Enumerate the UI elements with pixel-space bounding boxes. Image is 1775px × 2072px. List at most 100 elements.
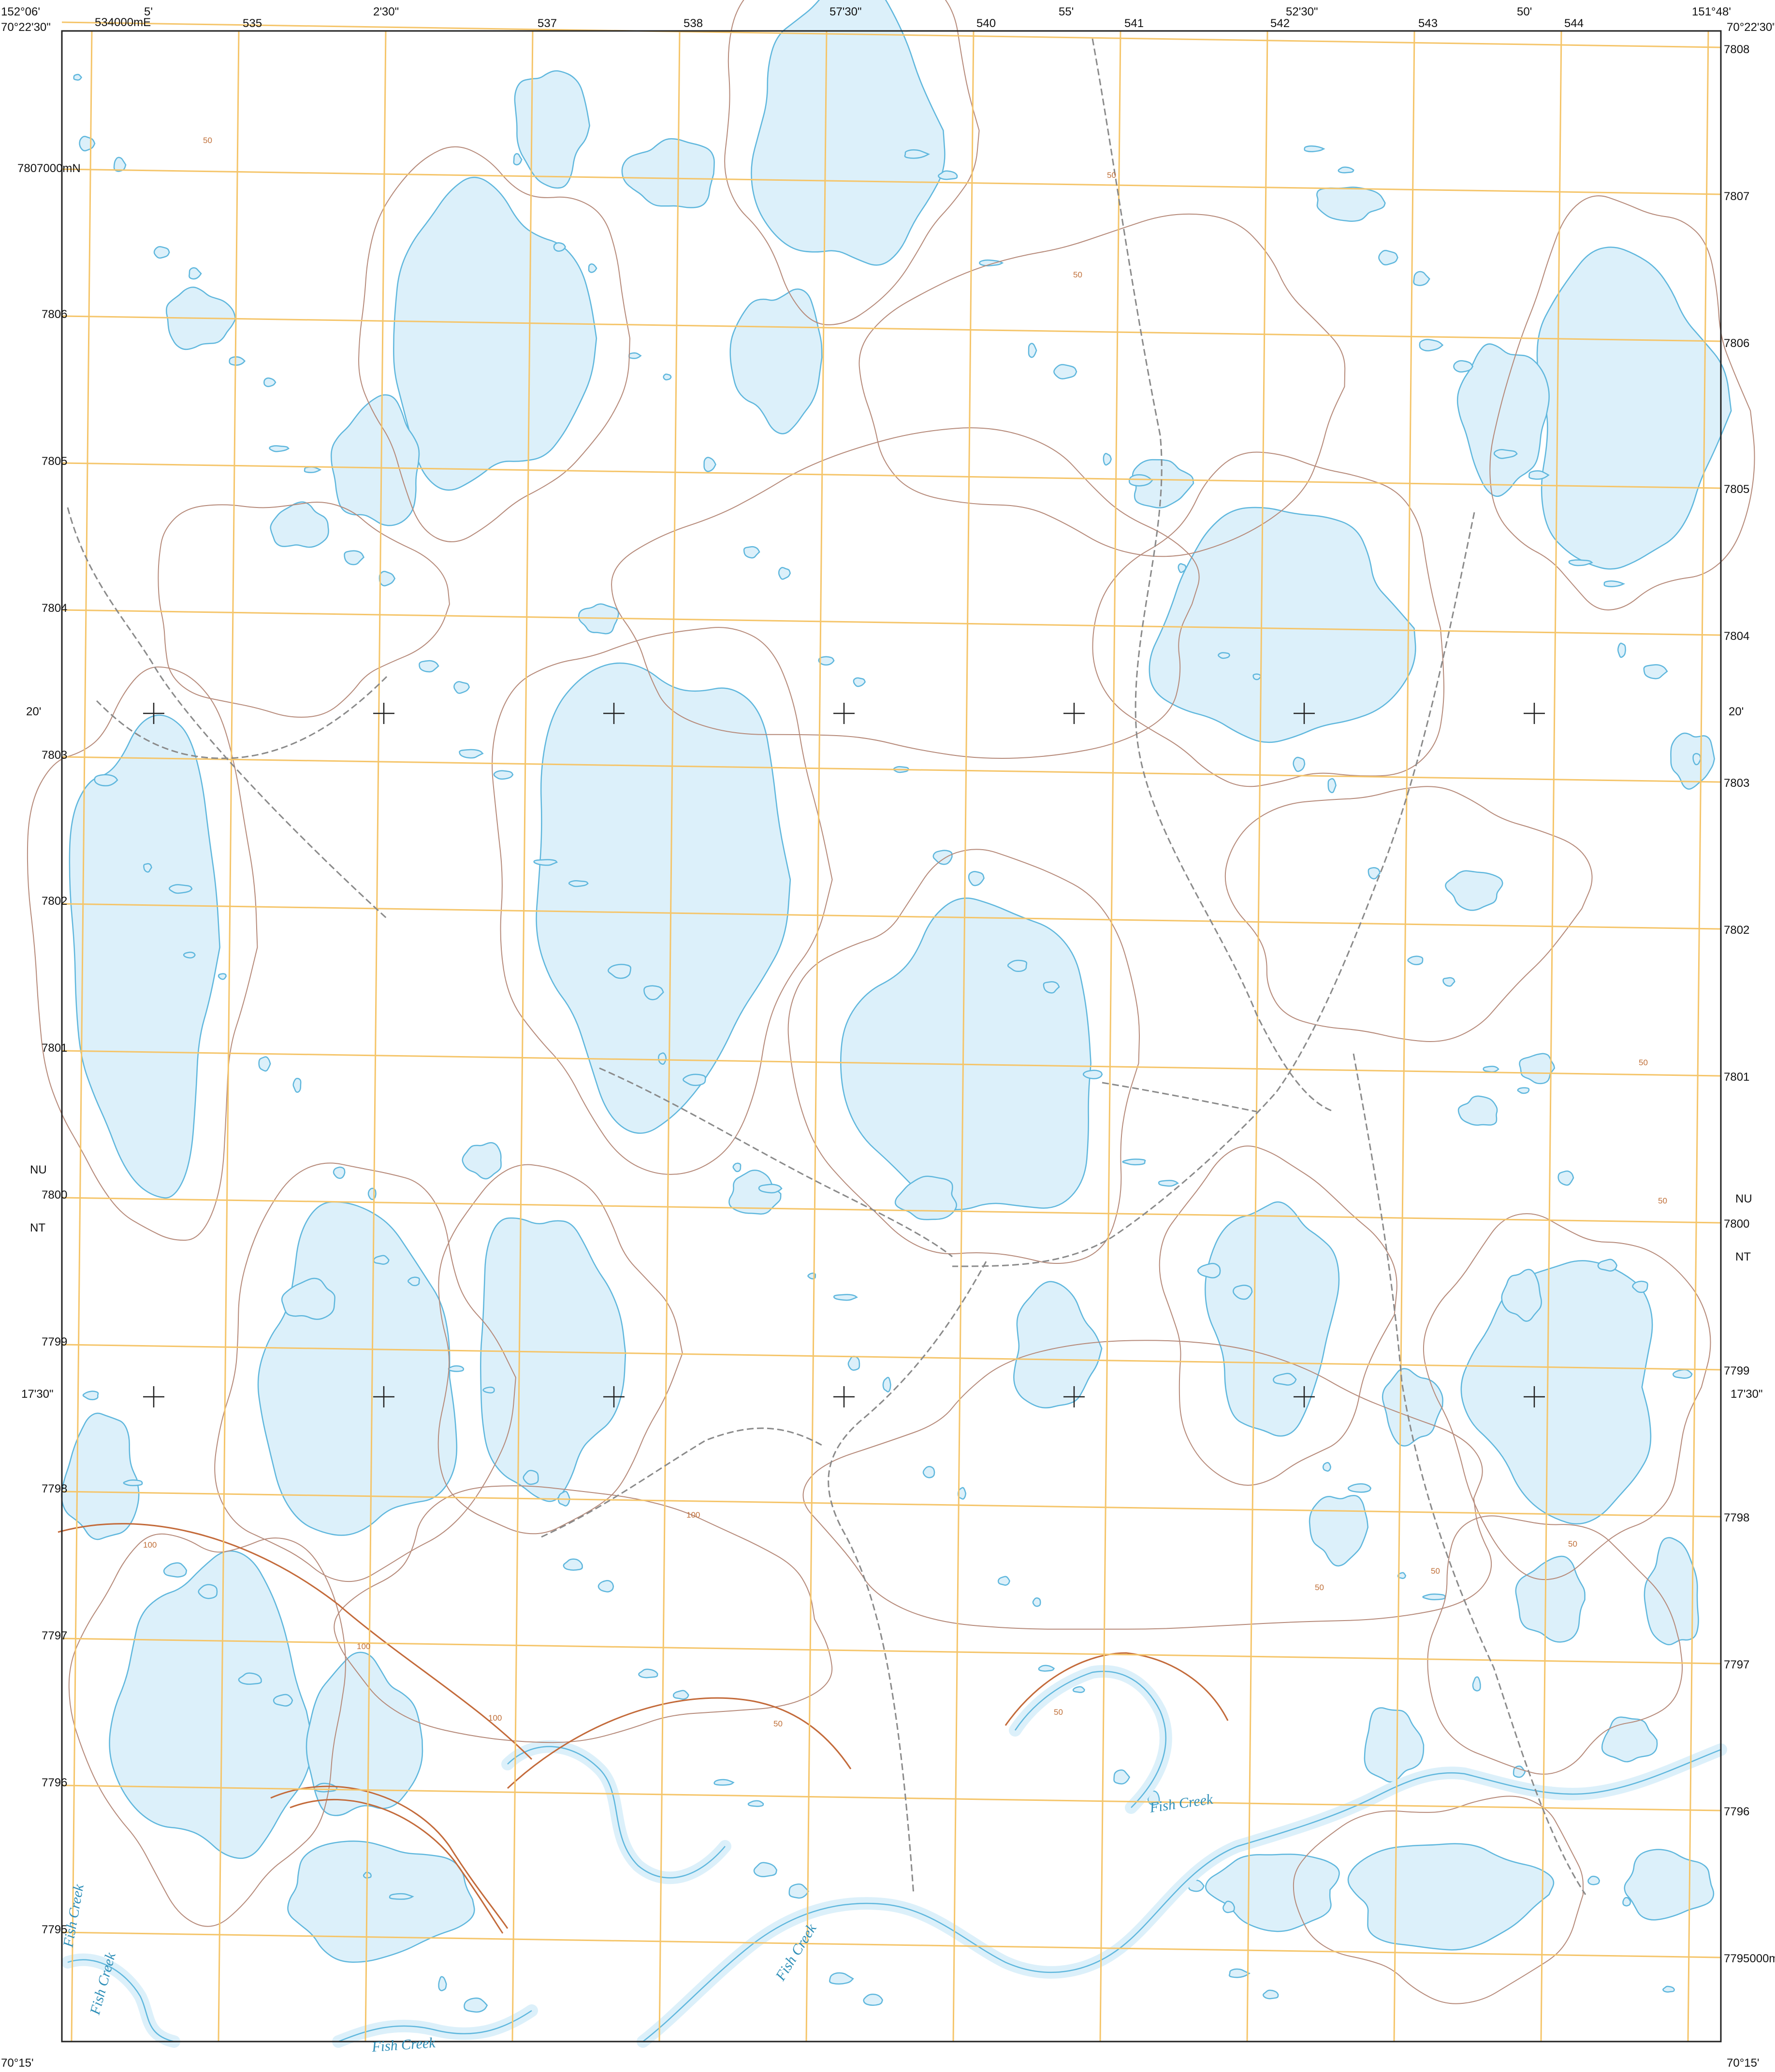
pond [1603, 580, 1626, 588]
lake [1457, 1095, 1498, 1126]
creek-label: Fish Creek [60, 1883, 87, 1949]
graticule-cross [373, 703, 394, 724]
pond [1413, 271, 1430, 286]
top-label: 541 [1124, 17, 1144, 30]
left-utm-labels: 7807000mN 7806 7805 7804 7803 7802 7801 … [17, 162, 81, 1936]
pond [1038, 1665, 1055, 1672]
graticule-cross [143, 703, 164, 724]
pond [1252, 673, 1262, 681]
pond [1557, 1170, 1574, 1186]
contour-line [858, 213, 1346, 557]
right-utm-label: 7797 [1724, 1658, 1749, 1671]
pond [1643, 664, 1668, 680]
pond [163, 1562, 188, 1578]
index-contour [1004, 1652, 1229, 1726]
contour-line [1293, 1796, 1584, 2004]
contour-label: 50 [1568, 1539, 1577, 1549]
top-label: 535 [243, 17, 262, 30]
pond [389, 1893, 414, 1900]
pond [292, 1078, 302, 1093]
lake [1460, 1260, 1653, 1525]
pond [1617, 642, 1626, 658]
lake [462, 1142, 502, 1180]
pond [597, 1579, 614, 1593]
right-utm-label: 7796 [1724, 1805, 1749, 1818]
pond [1293, 756, 1306, 772]
pond [94, 774, 118, 786]
top-label: 55' [1059, 5, 1074, 18]
contour-label: 100 [488, 1713, 502, 1723]
lake [270, 501, 329, 548]
pond [1528, 470, 1550, 480]
pond [853, 677, 866, 687]
graticule-cross [1294, 1386, 1315, 1407]
pond [1232, 1284, 1253, 1300]
pond [968, 871, 985, 886]
lake [840, 898, 1091, 1210]
pond [459, 749, 484, 759]
pond [1513, 1766, 1526, 1778]
pond [438, 1976, 447, 1991]
pond [123, 1479, 143, 1486]
pond [1072, 1686, 1085, 1693]
top-label: 2'30" [373, 5, 399, 18]
utm-northing-line [61, 1344, 1721, 1371]
pond [1103, 453, 1112, 466]
lake [1519, 1053, 1556, 1085]
pond [523, 1470, 539, 1485]
pond [218, 973, 227, 980]
pond [1158, 1180, 1179, 1187]
pond [882, 1377, 891, 1392]
pond [732, 1162, 742, 1173]
pond [847, 1356, 860, 1371]
contour-labels: 50 50 50 50 100 100 100 100 50 50 50 50 … [143, 136, 1667, 1728]
contour-line [27, 666, 258, 1241]
pond [643, 985, 664, 1000]
lake [578, 603, 619, 635]
utm-easting-line [805, 30, 828, 2042]
pond [1263, 1989, 1279, 2000]
pond [658, 1052, 667, 1065]
left-utm-label: 7796 [42, 1776, 67, 1789]
pond [153, 246, 170, 259]
utm-easting-line [952, 30, 975, 2042]
top-label: 57'30" [829, 5, 862, 18]
pond [419, 660, 439, 673]
pond [553, 242, 567, 252]
latitude-1730-right: 17'30" [1731, 1388, 1763, 1401]
graticule-cross [1524, 703, 1545, 724]
pond [1422, 1593, 1446, 1600]
latitude-1730-left: 17'30" [21, 1388, 54, 1401]
pond [743, 546, 760, 559]
pond [1327, 778, 1337, 794]
top-label: 542 [1270, 17, 1290, 30]
index-contour [507, 1697, 852, 1789]
right-utm-label: 7807 [1724, 190, 1749, 203]
territory-label-nt-left: NT [30, 1221, 45, 1234]
lake [69, 714, 220, 1199]
utm-northing-line [61, 1784, 1721, 1811]
utm-easting-line [71, 30, 93, 2042]
lake [1013, 1281, 1103, 1408]
lake [536, 662, 791, 1134]
latitude-20-right: 20' [1729, 705, 1744, 718]
contour-label: 50 [1658, 1196, 1667, 1205]
utm-northing-line [61, 21, 1721, 48]
left-utm-label: 7800 [42, 1188, 67, 1202]
lake [729, 288, 823, 435]
pond [1517, 1087, 1530, 1094]
pond [747, 1800, 764, 1807]
territory-label-nu-right: NU [1735, 1192, 1752, 1205]
pond [1032, 1597, 1041, 1607]
creek [61, 1953, 180, 2048]
ne-latitude-label: 70°22'30" [1727, 21, 1775, 34]
lake [1644, 1537, 1699, 1646]
pond [1338, 166, 1354, 174]
pond [997, 1576, 1010, 1586]
pond [1597, 1259, 1618, 1272]
left-utm-label: 7797 [42, 1629, 67, 1642]
left-utm-label: 7802 [42, 895, 67, 908]
pond [229, 356, 246, 366]
utm-easting-line [364, 30, 387, 2042]
lake [1601, 1716, 1658, 1763]
